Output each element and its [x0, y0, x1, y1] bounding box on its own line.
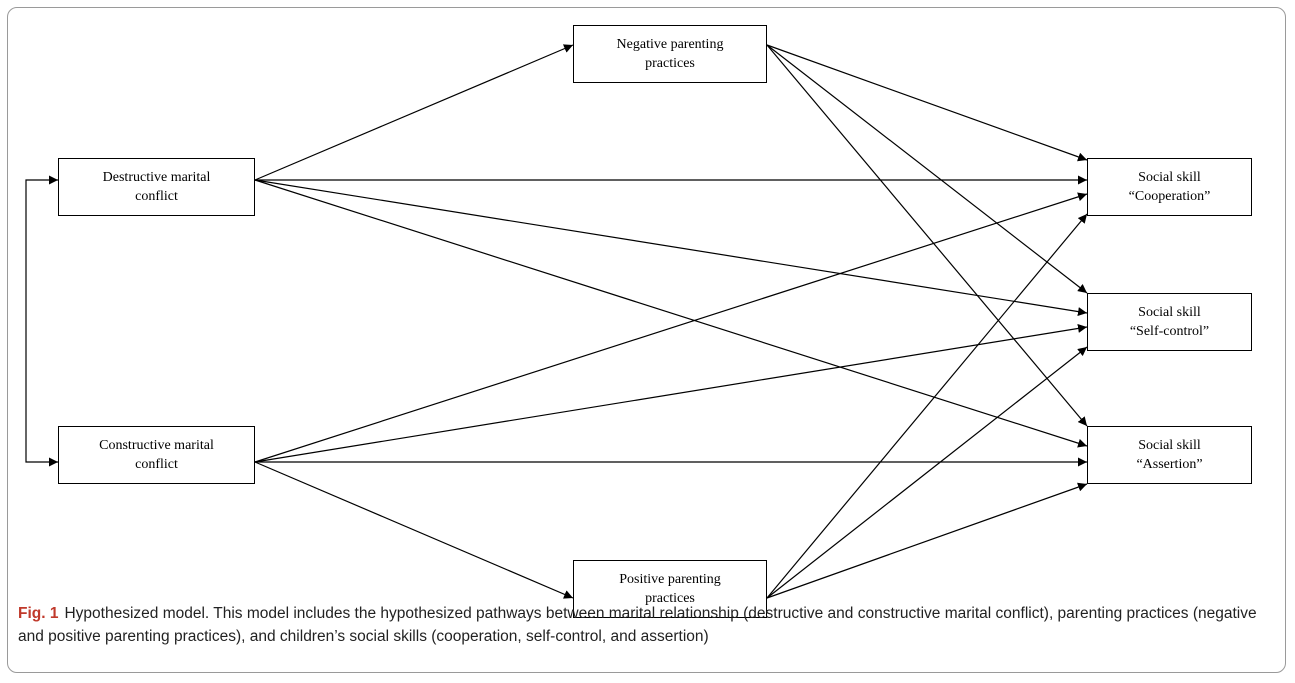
node-label-line: conflict — [135, 457, 178, 472]
node-label-line: Constructive marital — [99, 438, 214, 453]
figure-frame — [7, 7, 1286, 673]
path-arrow-destructive-to-negative — [254, 44, 574, 181]
node-label-line: Social skill — [1138, 305, 1201, 320]
node-label-line: Positive parenting — [619, 572, 721, 587]
path-arrow-negative-to-cooperation — [766, 44, 1088, 162]
node-label-line: Destructive marital — [102, 170, 211, 185]
edges-layer — [25, 44, 1088, 599]
figure-caption: Fig. 1 Hypothesized model. This model inc… — [18, 602, 1273, 648]
node-negative-parenting-practices: Negative parenting practices — [573, 25, 767, 83]
correlation-arrow-destructive-constructive — [25, 175, 58, 467]
node-label-line: Negative parenting — [616, 37, 724, 52]
path-arrow-destructive-to-selfcontrol — [254, 179, 1088, 317]
node-destructive-marital-conflict: Destructive marital conflict — [58, 158, 255, 216]
path-arrow-positive-to-selfcontrol — [766, 346, 1088, 599]
node-positive-parenting-practices: Positive parenting practices — [573, 560, 767, 618]
path-arrow-positive-to-assertion — [766, 482, 1088, 599]
path-arrow-constructive-to-cooperation — [254, 192, 1088, 463]
node-label-line: practices — [645, 591, 695, 606]
node-constructive-marital-conflict: Constructive marital conflict — [58, 426, 255, 484]
node-label-line: “Cooperation” — [1128, 189, 1211, 204]
node-label-line: practices — [645, 56, 695, 71]
node-social-skill-cooperation: Social skill “Cooperation” — [1087, 158, 1252, 216]
figure-caption-text: Hypothesized model. This model includes … — [18, 605, 1257, 645]
node-social-skill-assertion: Social skill “Assertion” — [1087, 426, 1252, 484]
path-arrow-positive-to-cooperation — [766, 213, 1088, 599]
node-label-line: “Assertion” — [1136, 457, 1203, 472]
node-label-line: “Self-control” — [1129, 324, 1210, 339]
path-arrow-constructive-to-positive — [254, 461, 574, 599]
path-arrow-constructive-to-selfcontrol — [254, 323, 1088, 463]
figure-caption-label: Fig. 1 — [18, 605, 59, 622]
node-label-line: Social skill — [1138, 170, 1201, 185]
path-arrow-destructive-to-assertion — [254, 179, 1088, 448]
node-label-line: Social skill — [1138, 438, 1201, 453]
path-arrow-negative-to-assertion — [766, 44, 1088, 427]
path-arrow-negative-to-selfcontrol — [766, 44, 1088, 294]
node-social-skill-self-control: Social skill “Self-control” — [1087, 293, 1252, 351]
node-label-line: conflict — [135, 189, 178, 204]
